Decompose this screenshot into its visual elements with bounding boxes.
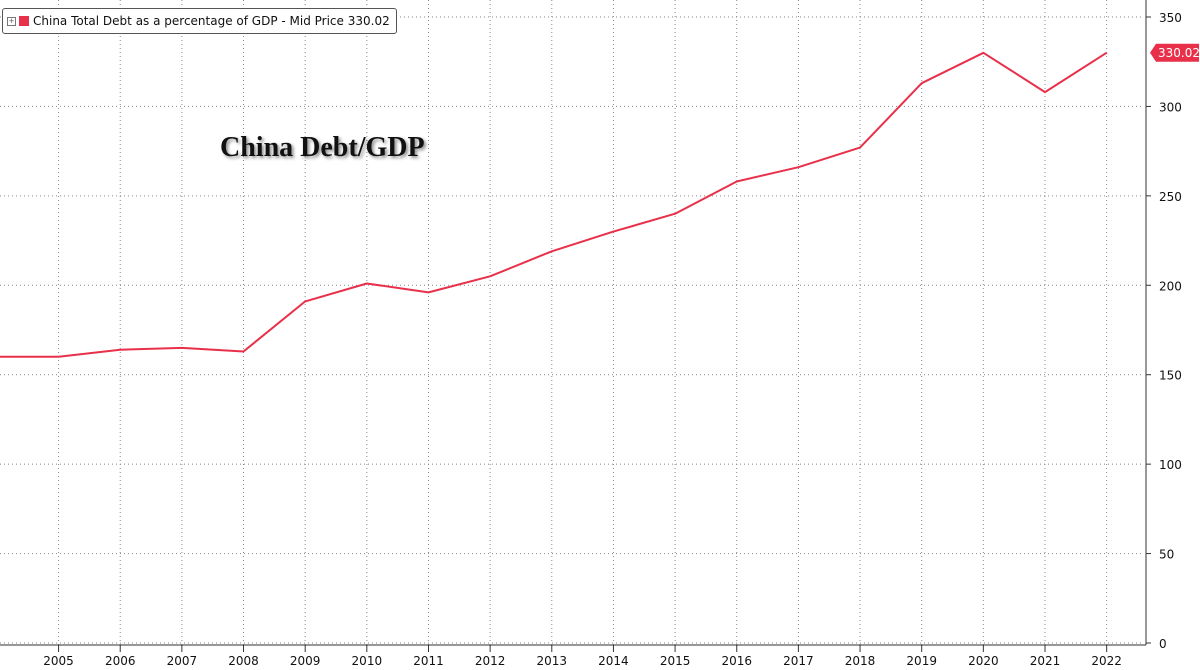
x-tick-label: 2022	[1091, 654, 1122, 668]
y-tick-label: 150	[1159, 369, 1182, 383]
y-tick-label: 100	[1159, 458, 1182, 472]
x-tick-label: 2011	[413, 654, 444, 668]
legend-label: China Total Debt as a percentage of GDP …	[33, 14, 390, 28]
x-tick-label: 2010	[352, 654, 383, 668]
y-tick-label: 350	[1159, 11, 1182, 25]
series-layer	[0, 51, 1109, 359]
x-tick-label: 2021	[1030, 654, 1061, 668]
x-axis: 2005 2006 2007 2008 2009 2010 2011 2012 2013 2014…	[0, 644, 1146, 668]
x-tick-label: 2020	[968, 654, 999, 668]
legend[interactable]: + China Total Debt as a percentage of GD…	[2, 8, 397, 34]
data-point	[1105, 51, 1109, 55]
data-point	[673, 212, 677, 216]
x-tick-label: 2016	[721, 654, 752, 668]
legend-expand-icon[interactable]: +	[7, 16, 16, 26]
data-point	[1043, 90, 1047, 94]
data-point	[180, 346, 184, 350]
x-tick-label: 2012	[475, 654, 506, 668]
x-tick-label: 2008	[228, 654, 259, 668]
y-tick-label: 50	[1159, 548, 1174, 562]
data-point	[550, 249, 554, 253]
x-tick-label: 2017	[783, 654, 814, 668]
data-point	[981, 51, 985, 55]
data-point	[57, 355, 61, 359]
x-tick-label: 2005	[43, 654, 74, 668]
data-point	[426, 290, 430, 294]
last-value-tag	[1150, 43, 1199, 62]
grid-lines	[0, 0, 1143, 645]
y-axis: 0 50 100 150 200 250 300 350 330.02	[1145, 0, 1200, 651]
x-tick-label: 2018	[845, 654, 876, 668]
last-value-label: 330.02	[1158, 46, 1200, 60]
legend-swatch	[19, 16, 29, 26]
series-line	[0, 51, 1108, 358]
x-tick-label: 2006	[105, 654, 136, 668]
y-tick-label: 250	[1159, 190, 1182, 204]
y-tick-label: 200	[1159, 279, 1182, 293]
data-point	[118, 348, 122, 352]
chart-annotation: China Debt/GDP	[220, 132, 425, 163]
data-point	[611, 230, 615, 234]
data-point	[488, 274, 492, 278]
data-point	[365, 281, 369, 285]
data-point	[796, 165, 800, 169]
y-tick-label: 0	[1159, 637, 1167, 651]
x-tick-label: 2014	[598, 654, 629, 668]
y-tick-label: 300	[1159, 100, 1182, 114]
data-point	[303, 299, 307, 303]
x-tick-label: 2013	[537, 654, 568, 668]
x-tick-label: 2009	[290, 654, 321, 668]
x-tick-label: 2019	[906, 654, 937, 668]
data-point	[242, 349, 246, 353]
data-point	[735, 180, 739, 184]
x-tick-label: 2015	[660, 654, 691, 668]
x-tick-label: 2007	[167, 654, 198, 668]
data-point	[0, 355, 2, 359]
data-point	[858, 146, 862, 150]
data-point	[920, 81, 924, 85]
